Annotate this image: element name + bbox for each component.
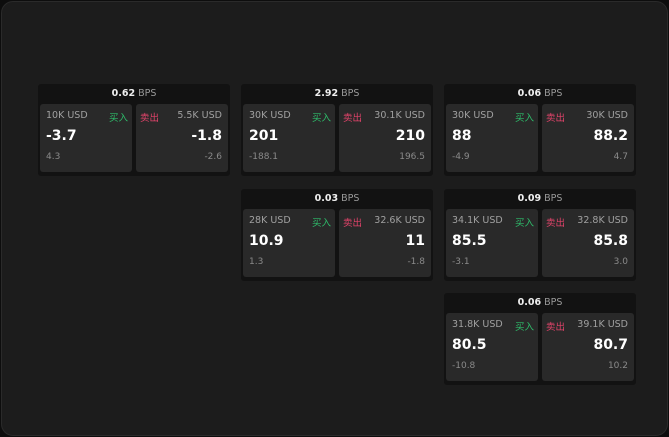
price-widget: 0.62 BPS 10K USD 买入 -3.7 4.3 卖出 5.5K USD… (38, 84, 230, 176)
bid-sub: -188.1 (249, 152, 279, 162)
spread-value: 0.09 (517, 193, 542, 204)
price-widget: 0.09 BPS 34.1K USD 买入 85.5 -3.1 卖出 32.8K… (444, 189, 636, 281)
sell-cell[interactable]: 卖出 30K USD 88.2 4.7 (542, 104, 634, 172)
spread-header: 0.03 BPS (241, 189, 433, 209)
spread-value: 0.06 (517, 88, 542, 99)
bid-sub: 4.3 (46, 152, 61, 162)
bid-price: 201 (249, 128, 279, 144)
sell-cell[interactable]: 卖出 30.1K USD 210 196.5 (339, 104, 431, 172)
spread-unit: BPS (138, 88, 157, 99)
buy-label: 买入 (311, 113, 331, 124)
spread-header: 2.92 BPS (241, 84, 433, 104)
buy-label: 买入 (108, 113, 128, 124)
ask-quantity: 39.1K USD (577, 319, 628, 330)
spread-unit: BPS (544, 193, 563, 204)
ask-quantity: 5.5K USD (177, 110, 222, 121)
bid-price: 85.5 (452, 233, 487, 249)
buy-cell[interactable]: 30K USD 买入 201 -188.1 (243, 104, 335, 172)
bid-price: 80.5 (452, 337, 487, 353)
bid-quantity: 30K USD (452, 110, 494, 121)
bid-quantity: 28K USD (249, 215, 291, 226)
bid-quantity: 34.1K USD (452, 215, 503, 226)
spread-header: 0.62 BPS (38, 84, 230, 104)
ask-price: 88.2 (593, 128, 628, 144)
sell-label: 卖出 (546, 218, 566, 229)
bid-sub: -10.8 (452, 361, 476, 371)
bid-sub: -4.9 (452, 152, 470, 162)
price-widget: 0.06 BPS 30K USD 买入 88 -4.9 卖出 30K USD 8… (444, 84, 636, 176)
buy-label: 买入 (514, 113, 534, 124)
spread-value: 0.62 (111, 88, 136, 99)
buy-label: 买入 (514, 322, 534, 333)
sell-label: 卖出 (140, 113, 160, 124)
sell-label: 卖出 (343, 218, 363, 229)
bid-sub: -3.1 (452, 257, 470, 267)
ask-sub: -2.6 (204, 152, 222, 162)
bid-quantity: 31.8K USD (452, 319, 503, 330)
spread-unit: BPS (544, 88, 563, 99)
ask-price: -1.8 (191, 128, 222, 144)
sell-cell[interactable]: 卖出 5.5K USD -1.8 -2.6 (136, 104, 228, 172)
ask-price: 210 (395, 128, 425, 144)
ask-quantity: 32.6K USD (374, 215, 425, 226)
sell-cell[interactable]: 卖出 32.8K USD 85.8 3.0 (542, 209, 634, 277)
bid-sub: 1.3 (249, 257, 264, 267)
ask-price: 85.8 (593, 233, 628, 249)
spread-unit: BPS (341, 193, 360, 204)
ask-quantity: 32.8K USD (577, 215, 628, 226)
buy-label: 买入 (311, 218, 331, 229)
sell-cell[interactable]: 卖出 39.1K USD 80.7 10.2 (542, 313, 634, 381)
spread-unit: BPS (341, 88, 360, 99)
ask-sub: -1.8 (407, 257, 425, 267)
ask-sub: 3.0 (613, 257, 628, 267)
buy-label: 买入 (514, 218, 534, 229)
buy-cell[interactable]: 28K USD 买入 10.9 1.3 (243, 209, 335, 277)
spread-header: 0.06 BPS (444, 84, 636, 104)
spread-value: 0.03 (314, 193, 339, 204)
buy-cell[interactable]: 30K USD 买入 88 -4.9 (446, 104, 538, 172)
ask-quantity: 30K USD (586, 110, 628, 121)
bid-quantity: 10K USD (46, 110, 88, 121)
bid-quantity: 30K USD (249, 110, 291, 121)
bid-price: 88 (452, 128, 472, 144)
sell-label: 卖出 (546, 113, 566, 124)
spread-value: 2.92 (314, 88, 339, 99)
ask-sub: 10.2 (607, 361, 628, 371)
ask-price: 80.7 (593, 337, 628, 353)
ask-quantity: 30.1K USD (374, 110, 425, 121)
buy-cell[interactable]: 34.1K USD 买入 85.5 -3.1 (446, 209, 538, 277)
bid-price: -3.7 (46, 128, 77, 144)
spread-value: 0.06 (517, 297, 542, 308)
ask-sub: 196.5 (399, 152, 425, 162)
sell-label: 卖出 (343, 113, 363, 124)
spread-header: 0.06 BPS (444, 293, 636, 313)
price-widget: 2.92 BPS 30K USD 买入 201 -188.1 卖出 30.1K … (241, 84, 433, 176)
bid-price: 10.9 (249, 233, 284, 249)
price-widget: 0.03 BPS 28K USD 买入 10.9 1.3 卖出 32.6K US… (241, 189, 433, 281)
sell-label: 卖出 (546, 322, 566, 333)
spread-unit: BPS (544, 297, 563, 308)
buy-cell[interactable]: 31.8K USD 买入 80.5 -10.8 (446, 313, 538, 381)
sell-cell[interactable]: 卖出 32.6K USD 11 -1.8 (339, 209, 431, 277)
buy-cell[interactable]: 10K USD 买入 -3.7 4.3 (40, 104, 132, 172)
spread-header: 0.09 BPS (444, 189, 636, 209)
ask-price: 11 (405, 233, 425, 249)
ask-sub: 4.7 (613, 152, 628, 162)
price-widget: 0.06 BPS 31.8K USD 买入 80.5 -10.8 卖出 39.1… (444, 293, 636, 385)
